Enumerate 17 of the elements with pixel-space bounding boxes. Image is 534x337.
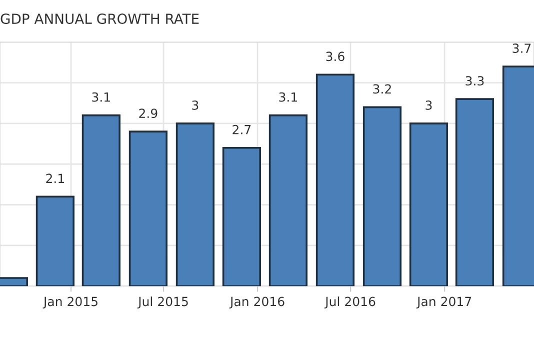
x-tick-label: Jul 2016 bbox=[324, 296, 376, 309]
chart-title: GDP ANNUAL GROWTH RATE bbox=[0, 14, 199, 24]
data-label: 3.7 bbox=[512, 44, 531, 53]
x-tick-label: Jan 2015 bbox=[42, 296, 98, 309]
data-label: 3.1 bbox=[279, 92, 297, 102]
x-tick-label: Jan 2017 bbox=[416, 296, 472, 309]
data-label: 3.2 bbox=[373, 84, 391, 94]
x-tick-label: Jan 2016 bbox=[229, 296, 284, 309]
data-label: 2.7 bbox=[232, 124, 251, 134]
data-label: 3.6 bbox=[326, 52, 344, 62]
x-tick-label: Jul 2015 bbox=[137, 296, 188, 309]
data-label: 3.3 bbox=[466, 76, 484, 86]
data-label: 3 bbox=[426, 100, 432, 110]
data-label: 3.1 bbox=[92, 92, 110, 102]
data-label: 3 bbox=[192, 100, 198, 110]
data-label: 2.9 bbox=[139, 108, 158, 118]
data-label: 2.1 bbox=[46, 174, 64, 183]
